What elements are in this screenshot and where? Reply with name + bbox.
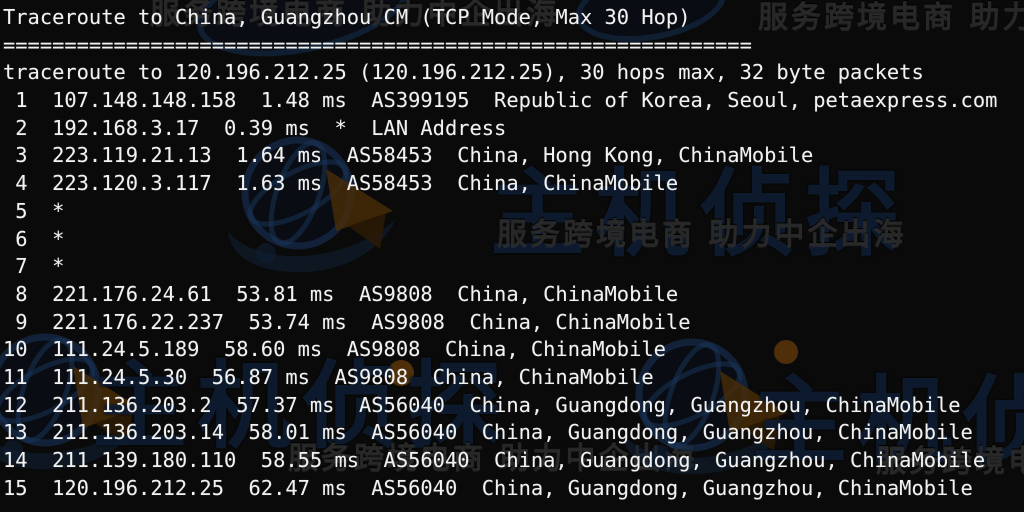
terminal-hop-line-11: 11 111.24.5.30 56.87 ms AS9808 China, Ch… [3,364,654,389]
terminal-hop-line-2: 2 192.168.3.17 0.39 ms * LAN Address [3,115,507,140]
terminal-hop-line-13: 13 211.136.203.14 58.01 ms AS56040 China… [3,420,973,445]
terminal-hop-line-5: 5 * [3,198,65,223]
terminal-hop-line-10: 10 111.24.5.189 58.60 ms AS9808 China, C… [3,337,666,362]
terminal-hop-line-6: 6 * [3,226,65,251]
terminal-hop-line-4: 4 223.120.3.117 1.63 ms AS58453 China, C… [3,171,679,196]
terminal-hop-line-9: 9 221.176.22.237 53.74 ms AS9808 China, … [3,309,691,334]
terminal-separator-line: ========================================… [3,32,752,57]
terminal-summary-line: traceroute to 120.196.212.25 (120.196.21… [3,60,924,85]
terminal-hop-line-15: 15 120.196.212.25 62.47 ms AS56040 China… [3,475,973,500]
terminal-hop-line-14: 14 211.139.180.110 58.55 ms AS56040 Chin… [3,448,986,472]
terminal-hop-line-3: 3 223.119.21.13 1.64 ms AS58453 China, H… [3,143,814,168]
terminal-hop-line-7: 7 * [3,254,65,279]
terminal-hop-line-12: 12 211.136.203.2 57.37 ms AS56040 China,… [3,392,961,417]
terminal-output: Traceroute to China, Guangzhou CM (TCP M… [3,4,997,502]
terminal-hop-line-8: 8 221.176.24.61 53.81 ms AS9808 China, C… [3,281,679,306]
terminal-title-line: Traceroute to China, Guangzhou CM (TCP M… [3,5,691,29]
terminal-hop-line-1: 1 107.148.148.158 1.48 ms AS399195 Repub… [3,88,998,113]
